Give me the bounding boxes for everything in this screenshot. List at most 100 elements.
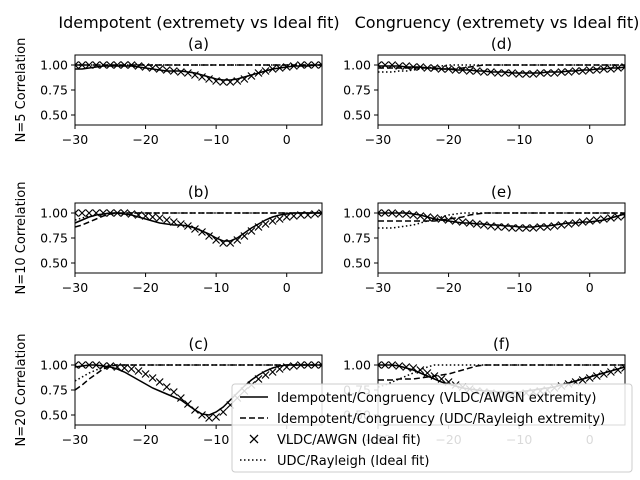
panel-b-marker-point	[169, 218, 178, 226]
panel-b-marker-point	[162, 216, 171, 224]
panel-b-marker-point	[155, 214, 164, 222]
panel-a-marker-point	[162, 66, 171, 74]
panel-d-marker-point	[585, 66, 594, 74]
panel-a-marker-point	[233, 77, 242, 85]
panel-e-marker-point	[423, 213, 432, 221]
legend-entry-udc-extremity: Idempotent/Congruency (UDC/Rayleigh extr…	[277, 412, 605, 427]
panel-e-marker-point	[388, 209, 397, 217]
legend-entry-vldc-extremity: Idempotent/Congruency (VLDC/AWGN extremi…	[277, 391, 596, 406]
panel-c-ytick-label: 0.75	[40, 383, 68, 398]
panel-f-marker-point	[599, 370, 608, 378]
panel-d-marker-point	[508, 69, 517, 77]
panel-e-marker-point	[472, 220, 481, 228]
panel-d-marker-point	[529, 70, 538, 78]
panel-f-marker-point	[430, 372, 439, 380]
panel-b-marker-point	[240, 232, 249, 240]
panel-d-marker-point	[592, 66, 601, 74]
panel-a-xtick-label: 0	[283, 132, 291, 147]
panel-f-marker-point	[423, 369, 432, 377]
panel-a-label: (a)	[188, 35, 209, 53]
panel-e-marker-point	[494, 223, 502, 231]
panel-b-marker-point	[233, 236, 242, 244]
panel-a-frame	[74, 54, 323, 126]
panel-c-marker-point	[254, 375, 263, 383]
panel-a-marker-point	[247, 72, 256, 80]
panel-d-marker-point	[395, 62, 404, 70]
panel-e-marker-point	[606, 214, 615, 222]
panel-e-marker-point	[437, 215, 446, 223]
panel-d-marker-point	[557, 68, 566, 76]
panel-a-xtick-label: −20	[132, 132, 158, 147]
panel-e-frame	[377, 202, 626, 274]
panel-b-marker-point	[311, 210, 319, 218]
panel-e-ytick-label: 0.75	[343, 231, 371, 246]
panel-f-marker-point	[395, 362, 404, 370]
legend: Idempotent/Congruency (VLDC/AWGN extremi…	[231, 383, 633, 473]
panel-d-marker-point	[486, 68, 495, 76]
panel-c-marker-point	[127, 365, 136, 373]
panel-c-marker-point	[275, 365, 284, 373]
panel-e-marker-point	[486, 222, 495, 230]
panel-a-marker-point	[268, 65, 277, 73]
panel-f-series-udc-extremity	[378, 364, 625, 381]
panel-a-marker-point	[134, 62, 143, 70]
panel-e-marker-point	[402, 210, 411, 218]
panel-a-marker-point	[78, 61, 86, 69]
panel-a-marker-point	[318, 61, 322, 69]
panel-e-marker-point	[458, 218, 467, 226]
panel-f-marker-point	[585, 374, 594, 382]
panel-d-marker-point	[472, 67, 481, 75]
panel-b-marker-point	[134, 211, 143, 219]
panel-d-xtick-label: −20	[435, 132, 461, 147]
panel-d-marker-point	[378, 61, 382, 69]
panel-a-marker-point	[148, 64, 157, 72]
panel-b-ytick-label: 1.00	[40, 206, 68, 221]
panel-e-marker-point	[564, 220, 573, 228]
panel-f-label: (f)	[493, 335, 510, 353]
panel-e-marker-point	[501, 223, 509, 231]
panel-d-marker-point	[550, 69, 559, 77]
panel-e-marker-point	[621, 212, 625, 220]
panel-b-series-udc-ideal	[75, 212, 322, 221]
panel-a-marker-point	[311, 61, 319, 69]
panel-c-ytick-label: 0.50	[40, 408, 68, 423]
panel-d-marker-point	[430, 64, 439, 72]
panel-d-marker-point	[409, 63, 418, 71]
panel-d-ytick-label: 0.75	[343, 83, 371, 98]
panel-a-marker-point	[219, 78, 228, 86]
panel-d-marker-point	[381, 61, 389, 69]
panel-d-xtick-label: 0	[586, 132, 594, 147]
panel-d-ytick-label: 1.00	[343, 58, 371, 73]
panel-b-marker-point	[148, 213, 157, 221]
panel-e-marker-point	[585, 217, 594, 225]
panel-c-marker-point	[106, 362, 115, 370]
panel-e-marker-point	[543, 223, 552, 231]
panel-a-marker-point	[212, 77, 221, 85]
panel-d-marker-point	[571, 67, 580, 75]
panel-a-marker-point	[289, 62, 298, 70]
panel-e-marker-point	[465, 219, 474, 227]
panel-e-series-vldc-ideal	[378, 209, 625, 232]
panel-e-marker-point	[515, 224, 524, 232]
panel-a-marker-point	[261, 67, 270, 75]
panel-b-marker-point	[198, 228, 206, 236]
panel-d-marker-point	[479, 68, 488, 76]
panel-c-ytick-label: 1.00	[40, 358, 68, 373]
panel-c-marker-point	[85, 361, 94, 369]
panel-c-marker-point	[191, 406, 199, 414]
panel-d-xtick-label: −30	[365, 132, 391, 147]
panel-a-marker-point	[275, 64, 284, 72]
panel-b-xtick-label: −10	[203, 280, 229, 295]
panel-e-marker-point	[557, 221, 566, 229]
panel-a-plot-area	[75, 61, 322, 86]
panel-c-marker-point	[169, 388, 178, 396]
panel-b-marker-point	[254, 223, 263, 231]
panel-d: (d) −30 −20 −10 0 0.50 0.75 1.00	[343, 35, 626, 147]
panel-d-marker-point	[614, 64, 622, 72]
panel-c-marker-point	[261, 371, 270, 379]
panel-a-ytick-label: 1.00	[40, 58, 68, 73]
panel-b-marker-point	[78, 209, 86, 217]
panel-b-marker-point	[75, 209, 79, 217]
panel-f-marker-point	[592, 372, 601, 380]
panel-b-marker-point	[268, 217, 277, 225]
